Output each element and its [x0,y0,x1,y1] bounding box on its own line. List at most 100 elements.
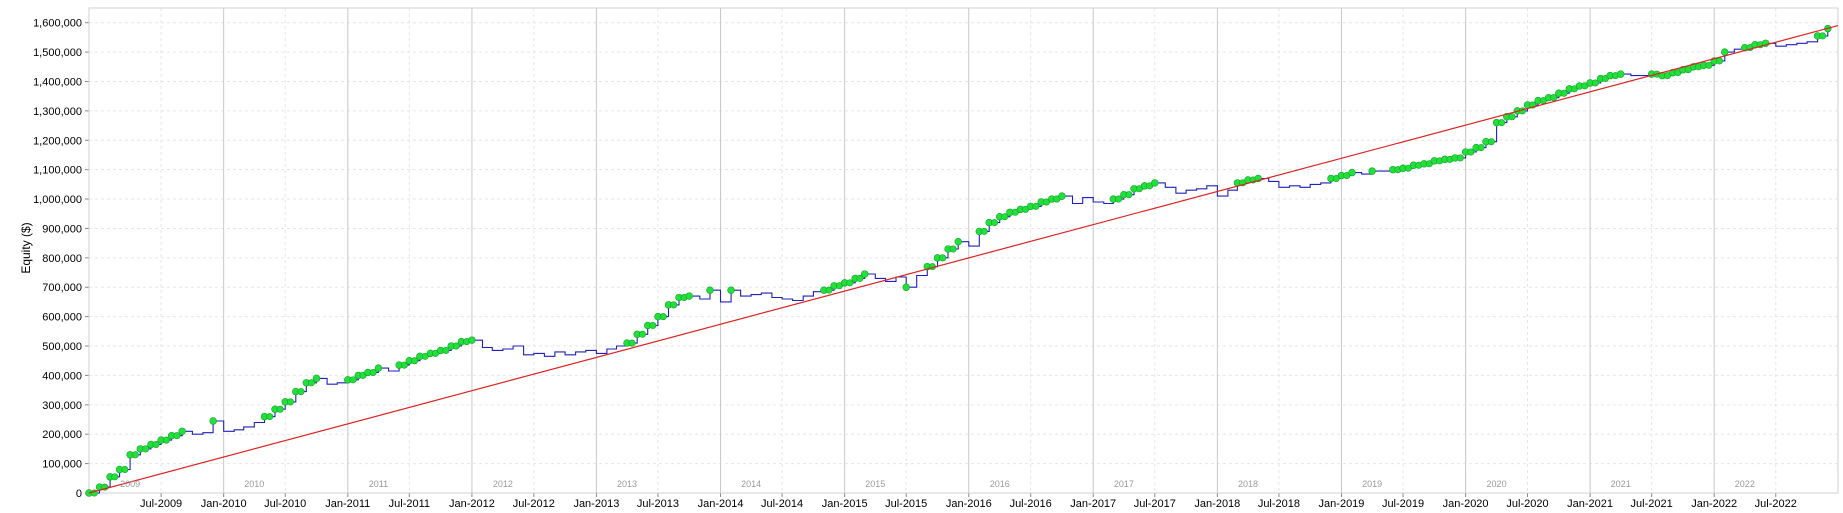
new-high-point [1721,48,1729,56]
y-axis-title: Equity ($) [19,222,33,273]
year-boundary-layer [223,8,1715,493]
plot-border [88,7,1839,494]
new-high-point [1616,70,1625,78]
new-high-point [846,279,854,287]
new-high-point [1058,192,1066,200]
new-high-point [1560,89,1568,97]
x-tick-label: Jul-2018 [1258,498,1300,510]
grid-layer [89,8,1838,493]
x-tick-label: Jul-2016 [1010,498,1052,510]
y-tick-label: 1,600,000 [33,18,82,30]
new-high-point [659,313,667,321]
new-high-point [628,339,636,347]
x-tick-label: Jul-2021 [1631,498,1673,510]
series-layer [85,24,1839,497]
year-label: 2015 [865,479,885,489]
y-tick-label: 200,000 [42,429,82,441]
x-tick-label: Jul-2011 [389,498,430,510]
year-label: 2011 [369,479,388,489]
new-high-point [411,357,419,365]
new-high-point [307,379,315,387]
year-label: 2013 [617,479,637,489]
new-high-point [856,274,864,282]
new-high-point [727,286,735,294]
x-tick-label: Jan-2014 [698,498,744,510]
new-high-point [297,388,305,396]
x-tick-label: Jul-2020 [1506,498,1548,510]
new-high-point [1125,191,1133,199]
y-tick-label: 500,000 [42,341,82,353]
y-tick-label: 100,000 [42,459,82,471]
new-high-point [121,465,129,473]
year-label: 2012 [493,479,513,489]
x-tick-label: Jul-2022 [1755,498,1797,510]
y-tick-label: 1,100,000 [33,165,82,177]
new-high-point [861,270,869,278]
x-tick-label: Jan-2015 [822,498,868,510]
x-tick-label: Jan-2022 [1691,498,1737,510]
y-tick-label: 1,300,000 [33,106,82,118]
y-tick-label: 1,000,000 [33,194,82,206]
new-high-point [1705,61,1713,69]
y-tick-label: 700,000 [42,282,82,294]
x-tick-label: Jan-2019 [1319,498,1365,510]
new-high-point [131,451,139,459]
x-tick-label: Jan-2012 [449,498,495,510]
new-high-point [209,417,217,425]
new-high-point [685,292,693,300]
y-tick-label: 1,400,000 [33,76,82,88]
x-tick-label: Jan-2011 [325,498,370,510]
new-high-point [1819,32,1827,40]
new-high-point [1498,119,1506,127]
new-high-point [1456,154,1464,162]
new-high-point [349,376,357,384]
year-label: 2022 [1735,479,1755,489]
year-label: 2019 [1362,479,1382,489]
y-tick-label: 800,000 [42,253,82,265]
new-high-point [949,245,957,253]
new-high-point [276,405,284,413]
plot-area [89,8,1838,493]
new-high-point [638,330,646,338]
new-high-point [374,364,383,372]
new-high-point [1467,148,1475,156]
new-high-point [400,361,408,369]
new-high-point [706,286,714,294]
y-tick-label: 1,200,000 [33,135,82,147]
x-tick-label: Jan-2018 [1194,498,1240,510]
new-high-point [286,398,294,406]
new-high-point [369,368,377,376]
y-tick-label: 300,000 [42,400,82,412]
new-high-point [1368,167,1376,175]
new-high-point [1487,138,1495,146]
x-tick-label: Jul-2009 [140,498,182,510]
x-tick-label: Jul-2015 [885,498,927,510]
new-high-point [266,413,274,421]
new-high-point [1001,213,1009,221]
year-label: 2009 [120,479,140,489]
new-high-point [442,346,450,354]
x-tick-label: Jan-2020 [1443,498,1489,510]
year-label: 2014 [741,479,761,489]
new-high-point [468,336,476,344]
axis-layer [85,7,1839,497]
label-layer: 0 100,000 200,000 300,000 400,000 500,000 600,… [33,18,1797,510]
year-label: 2018 [1238,479,1258,489]
x-tick-label: Jan-2013 [573,498,619,510]
x-tick-label: Jul-2010 [264,498,306,510]
year-label: 2016 [990,479,1010,489]
y-tick-label: 0 [76,488,82,500]
new-high-point [1151,179,1159,187]
new-high-point [162,436,170,444]
year-label: 2010 [244,479,264,489]
new-high-point [902,283,910,291]
year-label: 2021 [1611,479,1631,489]
x-tick-label: Jul-2012 [513,498,555,510]
new-high-point [111,473,119,481]
year-label: 2017 [1114,479,1134,489]
new-high-point [980,227,988,235]
new-high-point [649,321,657,329]
year-label: 2020 [1487,479,1507,489]
